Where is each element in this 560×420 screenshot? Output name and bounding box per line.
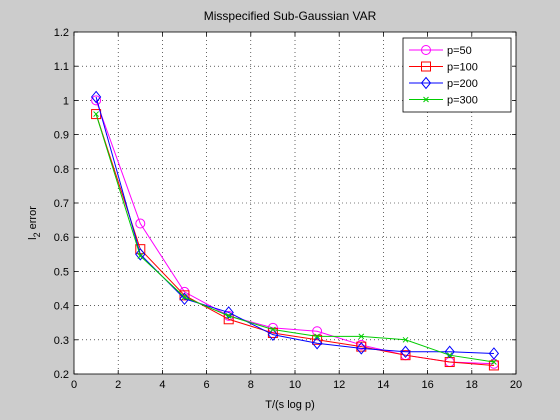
data-point	[358, 333, 365, 340]
data-point	[446, 352, 453, 359]
data-point	[400, 350, 411, 361]
data-point	[225, 313, 232, 319]
data-point	[135, 248, 146, 261]
x-tick-label: 0	[71, 379, 77, 391]
y-tick-label: 1	[63, 95, 69, 107]
data-point	[179, 292, 190, 306]
y-axis-label-subscript: 2	[32, 232, 42, 237]
y-axis-label-base: l	[27, 237, 39, 239]
y-axis-label-rest: error	[27, 206, 39, 233]
legend-label: p=50	[447, 45, 472, 57]
legend-label: p=300	[447, 95, 478, 107]
data-point	[400, 345, 411, 359]
series-line	[95, 113, 494, 366]
series-p-300	[93, 111, 497, 365]
y-tick-label: 0.8	[54, 164, 69, 176]
y-tick-label: 0.3	[54, 335, 69, 347]
legend-marker	[423, 96, 429, 103]
data-point	[488, 360, 499, 371]
data-point	[93, 111, 99, 117]
y-tick-label: 1.1	[54, 61, 69, 73]
data-point	[267, 328, 279, 341]
chart-title: Misspecified Sub-Gaussian VAR	[204, 9, 377, 23]
legend: p=50 p=100 p=200 p=300	[402, 37, 512, 113]
data-point	[488, 347, 500, 360]
legend-marker	[421, 61, 431, 72]
data-point	[311, 336, 323, 350]
x-tick-label: 4	[159, 379, 165, 391]
y-tick-label: 1.2	[54, 27, 69, 39]
data-point	[137, 253, 144, 259]
y-tick-label: 0.9	[54, 130, 69, 142]
x-axis-label: T/(s log p)	[265, 399, 315, 411]
data-point	[91, 95, 102, 106]
data-point	[90, 90, 102, 104]
y-tick-label: 0.6	[54, 232, 69, 244]
data-point	[223, 314, 234, 325]
y-tick-label: 0.2	[54, 369, 69, 381]
data-point	[491, 359, 497, 365]
x-tick-label: 8	[248, 379, 254, 391]
data-point	[223, 306, 234, 319]
data-point	[444, 345, 455, 359]
legend-label: p=200	[447, 78, 478, 90]
data-point	[181, 294, 188, 300]
data-point	[179, 290, 190, 301]
data-point	[356, 342, 367, 355]
x-tick-label: 6	[204, 379, 210, 391]
legend-marker	[420, 76, 432, 90]
data-point	[270, 326, 276, 333]
x-tick-label: 12	[333, 379, 345, 391]
y-axis-label: l2 error	[27, 206, 42, 240]
data-point	[312, 334, 323, 345]
y-tick-label: 0.7	[54, 198, 69, 210]
y-tick-label: 0.4	[54, 301, 69, 313]
legend-label: p=100	[447, 62, 478, 74]
x-tick-label: 2	[115, 379, 121, 391]
plot-frame	[73, 31, 517, 375]
x-tick-label: 18	[466, 379, 478, 391]
x-tick-label: 20	[510, 379, 522, 391]
legend-marker	[421, 45, 431, 55]
data-point	[135, 218, 146, 229]
series-p-100	[91, 109, 499, 371]
x-tick-label: 10	[289, 379, 301, 391]
x-tick-label: 14	[377, 379, 389, 391]
data-point	[314, 333, 320, 340]
series-line	[95, 113, 494, 363]
data-point	[402, 336, 409, 343]
y-tick-label: 0.5	[54, 266, 69, 278]
x-tick-label: 16	[421, 379, 433, 391]
